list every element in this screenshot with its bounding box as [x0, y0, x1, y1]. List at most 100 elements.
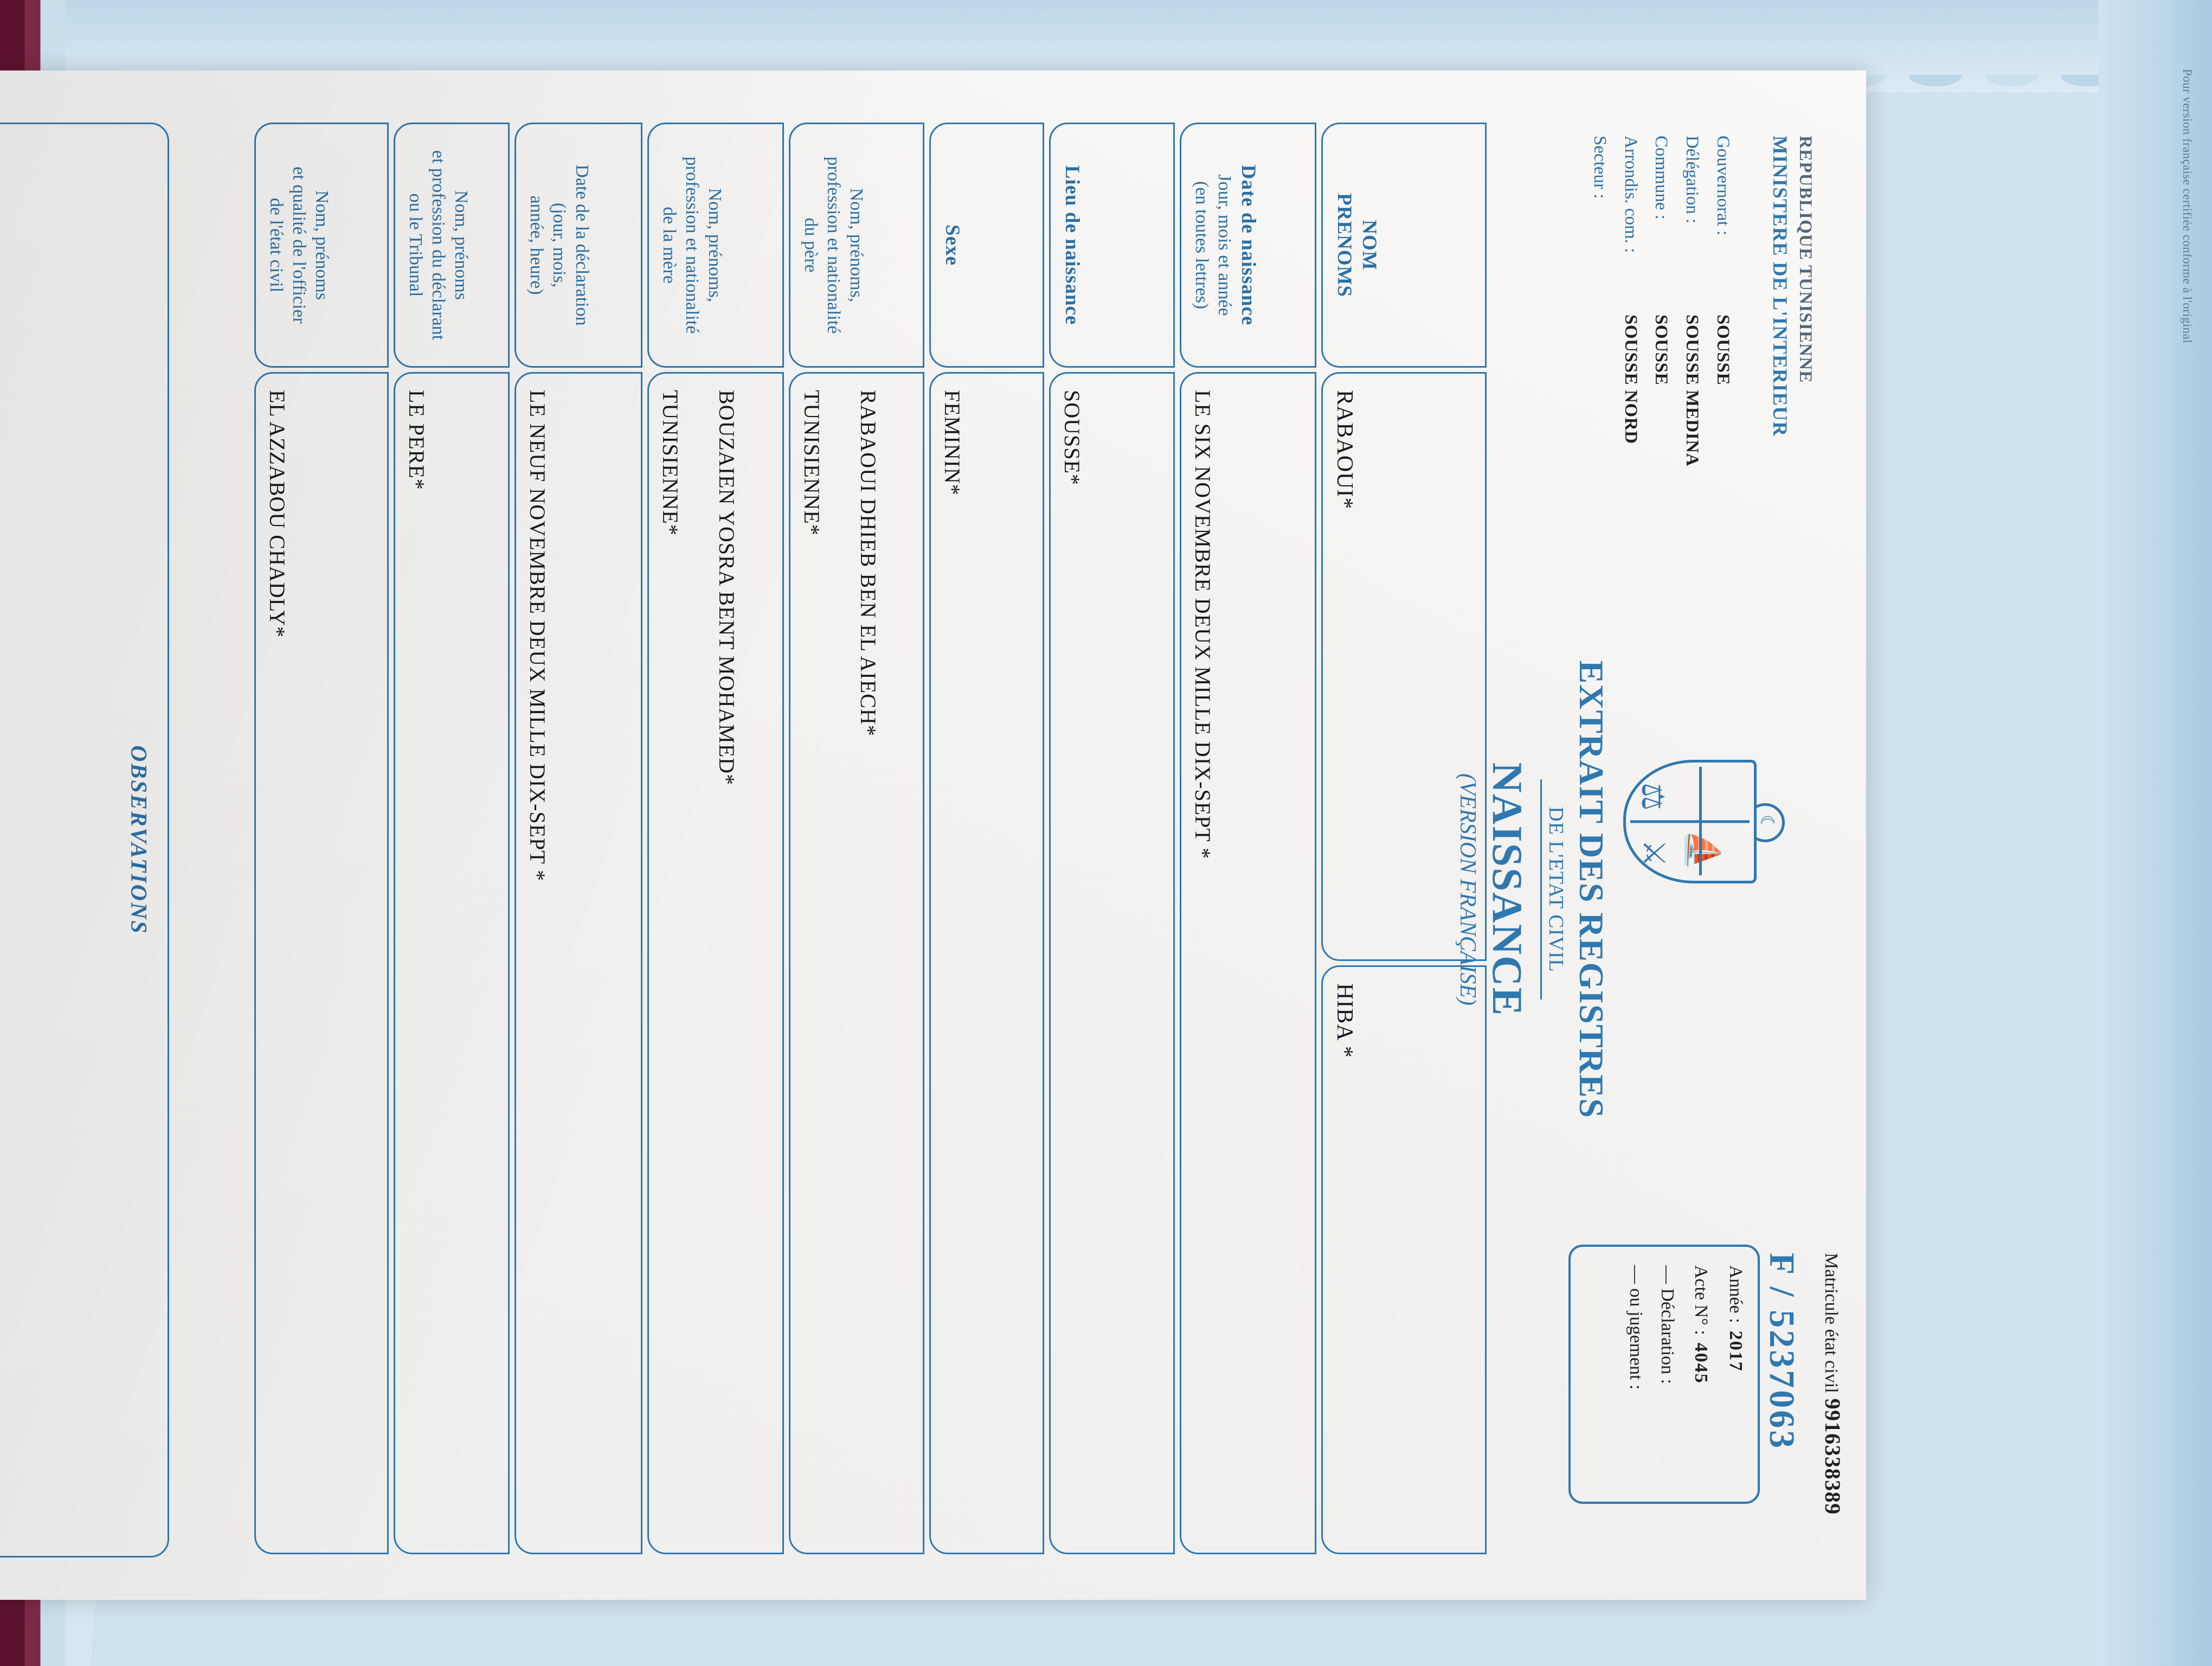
value-sexe: FEMININ* [929, 372, 1044, 1554]
tunisia-coat-of-arms-icon: ☾ ⛵ ⚖ ⚔ [1623, 751, 1785, 887]
label-lieu-naissance: Lieu de naissance [1049, 123, 1175, 368]
label-nom: NOM [1358, 220, 1380, 271]
label-officier-primary: Nom, prénoms [312, 190, 332, 300]
label-prenoms: PRENOMS [1333, 193, 1355, 297]
value-declarant: LE PERE* [394, 372, 510, 1554]
value-mere: BOUZAIEN YOSRA BENT MOHAMED* TUNISIENNE* [647, 372, 784, 1554]
label-nom-prenoms: NOM PRENOMS [1321, 123, 1487, 368]
certification-text: Pour version française certifiée conform… [2181, 69, 2194, 343]
jugement-option: — ou jugement : [1626, 1265, 1646, 1390]
label-mere-secondary: profession et nationalité [682, 156, 703, 334]
certificate-field-table: NOM PRENOMS RABAOUI* HIBA * [249, 123, 1487, 1554]
label-pere: Nom, prénoms, profession et nationalité … [789, 123, 924, 368]
label-declarant-secondary: et profession du déclarant [428, 150, 449, 341]
label-declarant-tertiary: ou le Tribunal [406, 193, 426, 297]
title-extrait: EXTRAIT DES REGISTRES [1572, 660, 1611, 1119]
crest-shield-icon: ⛵ ⚖ ⚔ [1623, 760, 1757, 883]
label-date-naissance-tertiary: (en toutes lettres) [1192, 181, 1212, 309]
admin-label-delegation: Délégation : [1682, 136, 1702, 224]
admin-value-arrondissement: SOUSSE NORD [1621, 315, 1641, 444]
value-date-declaration: LE NEUF NOVEMBRE DEUX MILLE DIX-SEPT * [515, 372, 642, 1554]
label-pere-tertiary: du père [801, 217, 821, 273]
label-sexe: Sexe [929, 123, 1044, 368]
label-pere-primary: Nom, prénoms, [846, 188, 867, 303]
acte-row: Acte N° : 4045 [1690, 1265, 1711, 1384]
label-sexe-primary: Sexe [941, 225, 963, 266]
value-pere-nationality: TUNISIENNE* [800, 390, 824, 536]
value-date-naissance: LE SIX NOVEMBRE DEUX MILLE DIX-SEPT * [1180, 372, 1316, 1554]
observations-box: OBSERVATIONS [0, 123, 169, 1558]
label-officier: Nom, prénoms et qualité de l'officier de… [254, 123, 389, 368]
cloth-right-edge [2098, 0, 2212, 1666]
label-date-declaration-tertiary: année, heure) [526, 195, 547, 295]
value-prenoms-text: HIBA * [1332, 983, 1357, 1058]
value-officier-text: EL AZZABOU CHADLY* [265, 390, 290, 638]
label-officier-secondary: et qualité de l'officier [289, 166, 310, 324]
value-officier: EL AZZABOU CHADLY* [254, 372, 389, 1554]
value-nom-text: RABAOUI* [1332, 390, 1357, 510]
annee-row: Année : 2017 [1725, 1265, 1746, 1372]
declaration-option: — Déclaration : [1657, 1265, 1677, 1385]
admin-label-gouvernorat: Gouvernorat : [1713, 136, 1733, 236]
republic-line: REPUBLIQUE TUNISIENNE [1796, 136, 1815, 383]
label-lieu-naissance-primary: Lieu de naissance [1060, 165, 1083, 325]
label-date-naissance-primary: Date de naissance [1237, 164, 1260, 326]
admin-row-commune: Commune : SOUSSE [1646, 136, 1677, 721]
admin-label-commune: Commune : [1651, 136, 1671, 220]
value-pere: RABAOUI DHIEB BEN EL AIECH* TUNISIENNE* [789, 372, 924, 1554]
label-date-naissance: Date de naissance Jour, mois et année (e… [1180, 123, 1316, 368]
value-mere-name: BOUZAIEN YOSRA BENT MOHAMED* [715, 390, 739, 786]
value-lieu-naissance-text: SOUSSE* [1060, 390, 1084, 485]
label-date-declaration-secondary: (jour, mois, [549, 202, 570, 288]
admin-value-gouvernorat: SOUSSE [1713, 315, 1733, 386]
table-row-date-naissance: Date de naissance Jour, mois et année (e… [1180, 123, 1316, 1554]
justice-scale-icon: ⚖ [1635, 783, 1670, 811]
value-declarant-text: LE PERE* [404, 390, 429, 490]
table-row-mere: Nom, prénoms, profession et nationalité … [647, 123, 784, 1554]
birth-certificate-sheet: REPUBLIQUE TUNISIENNE MINISTERE DE L'INT… [0, 71, 1866, 1600]
matricule-label: Matricule état civil [1821, 1253, 1841, 1393]
admin-row-gouvernorat: Gouvernorat : SOUSSE [1707, 136, 1738, 721]
label-pere-secondary: profession et nationalité [824, 156, 844, 334]
annee-label: Année : [1726, 1265, 1746, 1323]
table-row-officier: Nom, prénoms et qualité de l'officier de… [254, 123, 389, 1554]
matricule-value: 9916338389 [1821, 1398, 1845, 1515]
admin-label-arrondissement: Arrondis. com. : [1621, 136, 1641, 253]
annee-value: 2017 [1726, 1330, 1746, 1372]
admin-label-secteur: Secteur : [1590, 136, 1610, 199]
label-date-declaration: Date de la déclaration (jour, mois, anné… [515, 123, 642, 368]
title-etat-civil: DE L'ETAT CIVIL [1540, 472, 1568, 1307]
table-row-pere: Nom, prénoms, profession et nationalité … [789, 123, 924, 1554]
label-date-declaration-primary: Date de la déclaration [572, 164, 593, 326]
acte-value: 4045 [1691, 1342, 1711, 1384]
value-pere-name: RABAOUI DHIEB BEN EL AIECH* [856, 390, 880, 736]
label-officier-tertiary: de l'état civil [266, 197, 287, 293]
sword-icon: ⚔ [1637, 839, 1670, 867]
title-naissance: NAISSANCE [1484, 762, 1531, 1017]
ministry-header: REPUBLIQUE TUNISIENNE MINISTERE DE L'INT… [1767, 136, 1817, 548]
value-date-declaration-text: LE NEUF NOVEMBRE DEUX MILLE DIX-SEPT * [525, 390, 550, 882]
label-mere: Nom, prénoms, profession et nationalité … [647, 123, 784, 368]
table-row-sexe: Sexe FEMININ* [929, 123, 1044, 1554]
value-nom: RABAOUI* [1321, 372, 1487, 961]
act-number-box: Année : 2017 Acte N° : 4045 — Déclaration … [1568, 1245, 1760, 1504]
label-date-naissance-secondary: Jour, mois et année [1214, 174, 1235, 316]
table-row-declarant: Nom, prénoms et profession du déclarant … [394, 123, 510, 1554]
table-row-date-declaration: Date de la déclaration (jour, mois, anné… [515, 123, 642, 1554]
matricule-line: Matricule état civil 9916338389 [1820, 1253, 1846, 1611]
observations-caption: OBSERVATIONS [126, 745, 151, 935]
admin-value-delegation: SOUSSE MEDINA [1682, 315, 1702, 467]
admin-value-commune: SOUSSE [1651, 315, 1671, 386]
value-lieu-naissance: SOUSSE* [1049, 372, 1175, 1554]
label-mere-tertiary: de la mère [659, 207, 680, 284]
admin-row-arrondissement: Arrondis. com. : SOUSSE NORD [1615, 136, 1646, 721]
value-date-naissance-text: LE SIX NOVEMBRE DEUX MILLE DIX-SEPT * [1191, 390, 1215, 860]
table-row-nom-prenoms: NOM PRENOMS RABAOUI* HIBA * [1321, 123, 1487, 1554]
label-declarant-primary: Nom, prénoms [451, 190, 472, 300]
galley-ship-icon: ⛵ [1684, 829, 1721, 872]
certification-strip: Pour version française certifiée conform… [2171, 43, 2203, 857]
acte-label: Acte N° : [1691, 1265, 1711, 1335]
value-prenoms: HIBA * [1321, 965, 1487, 1554]
admin-row-delegation: Délégation : SOUSSE MEDINA [1677, 136, 1708, 721]
